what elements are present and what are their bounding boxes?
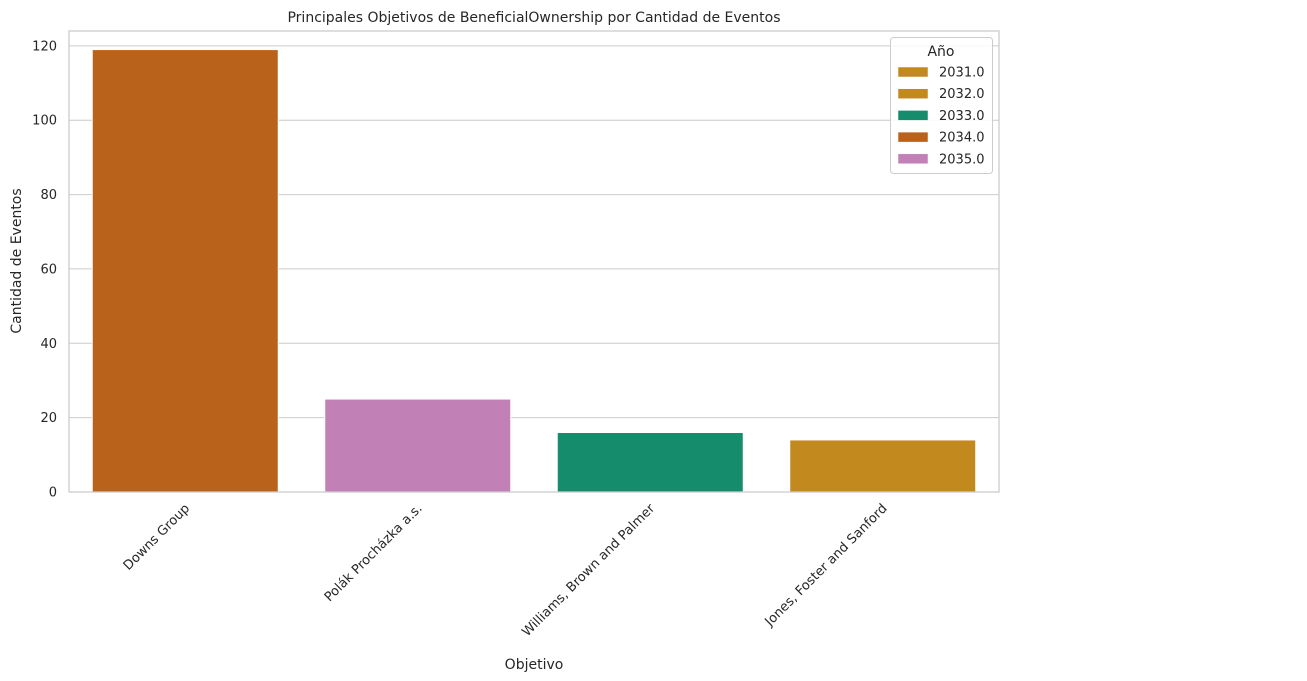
x-ticks: Downs Group Polák Procházka a.s. Williams,…	[121, 501, 891, 640]
x-tick-label: Williams, Brown and Palmer	[519, 501, 658, 640]
legend-swatch	[897, 153, 929, 165]
bar	[556, 432, 744, 493]
bars	[91, 49, 977, 493]
y-tick-label: 80	[40, 188, 57, 203]
y-axis-label: Cantidad de Eventos	[9, 188, 25, 333]
y-tick-label: 0	[49, 486, 57, 501]
y-tick-label: 60	[40, 262, 57, 277]
legend-swatch	[897, 110, 929, 121]
y-ticks: 0 20 40 60 80 100 120	[32, 39, 57, 500]
legend-label: 2031.0	[939, 66, 985, 81]
y-tick-label: 100	[32, 114, 57, 129]
y-tick-label: 120	[32, 39, 57, 54]
legend-swatch	[897, 88, 929, 99]
bar	[91, 49, 279, 493]
x-tick-label: Polák Procházka a.s.	[322, 501, 426, 605]
y-tick-label: 20	[40, 411, 57, 426]
legend-title: Año	[927, 44, 954, 60]
chart-title: Principales Objetivos de BeneficialOwner…	[287, 10, 780, 26]
legend-label: 2034.0	[939, 131, 985, 146]
bar	[324, 398, 512, 493]
legend-swatch	[897, 66, 929, 78]
x-axis-label: Objetivo	[505, 657, 564, 673]
x-tick-label: Jones, Foster and Sanford	[762, 501, 891, 630]
y-tick-label: 40	[40, 337, 57, 352]
legend-swatch	[897, 131, 929, 143]
plot-frame	[68, 30, 1000, 493]
bar	[789, 439, 977, 493]
legend: Año 2031.0 2032.0 2033.0 2034.0 2035.0	[890, 37, 993, 174]
legend-label: 2032.0	[939, 87, 985, 102]
legend-label: 2033.0	[939, 109, 985, 124]
x-tick-label: Downs Group	[121, 501, 193, 573]
legend-label: 2035.0	[939, 152, 985, 167]
